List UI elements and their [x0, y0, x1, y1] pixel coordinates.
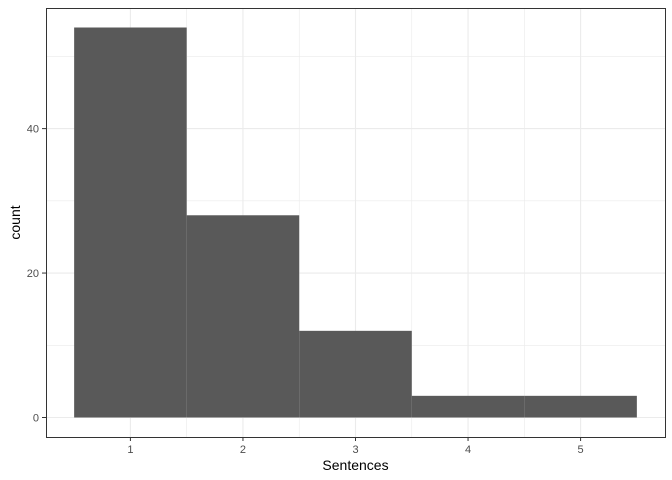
histogram-bar — [524, 395, 637, 418]
y-tick-label: 0 — [33, 413, 39, 425]
x-axis-title: Sentences — [322, 457, 388, 473]
x-tick-label: 4 — [465, 444, 471, 456]
y-tick-label: 40 — [27, 124, 39, 136]
histogram-bars — [74, 27, 637, 418]
histogram-bar — [186, 215, 300, 418]
histogram-bar — [411, 395, 525, 418]
x-tick-label: 2 — [240, 444, 246, 456]
x-axis-ticks: 1 2 3 4 5 — [127, 437, 584, 456]
x-tick-label: 5 — [578, 444, 584, 456]
y-axis-ticks: 0 20 40 — [27, 124, 46, 425]
histogram-bar — [299, 330, 412, 418]
y-tick-label: 20 — [27, 268, 39, 280]
x-tick-label: 1 — [127, 444, 133, 456]
y-axis-title: count — [7, 205, 23, 239]
histogram-bar — [74, 27, 187, 418]
x-tick-label: 3 — [352, 444, 358, 456]
